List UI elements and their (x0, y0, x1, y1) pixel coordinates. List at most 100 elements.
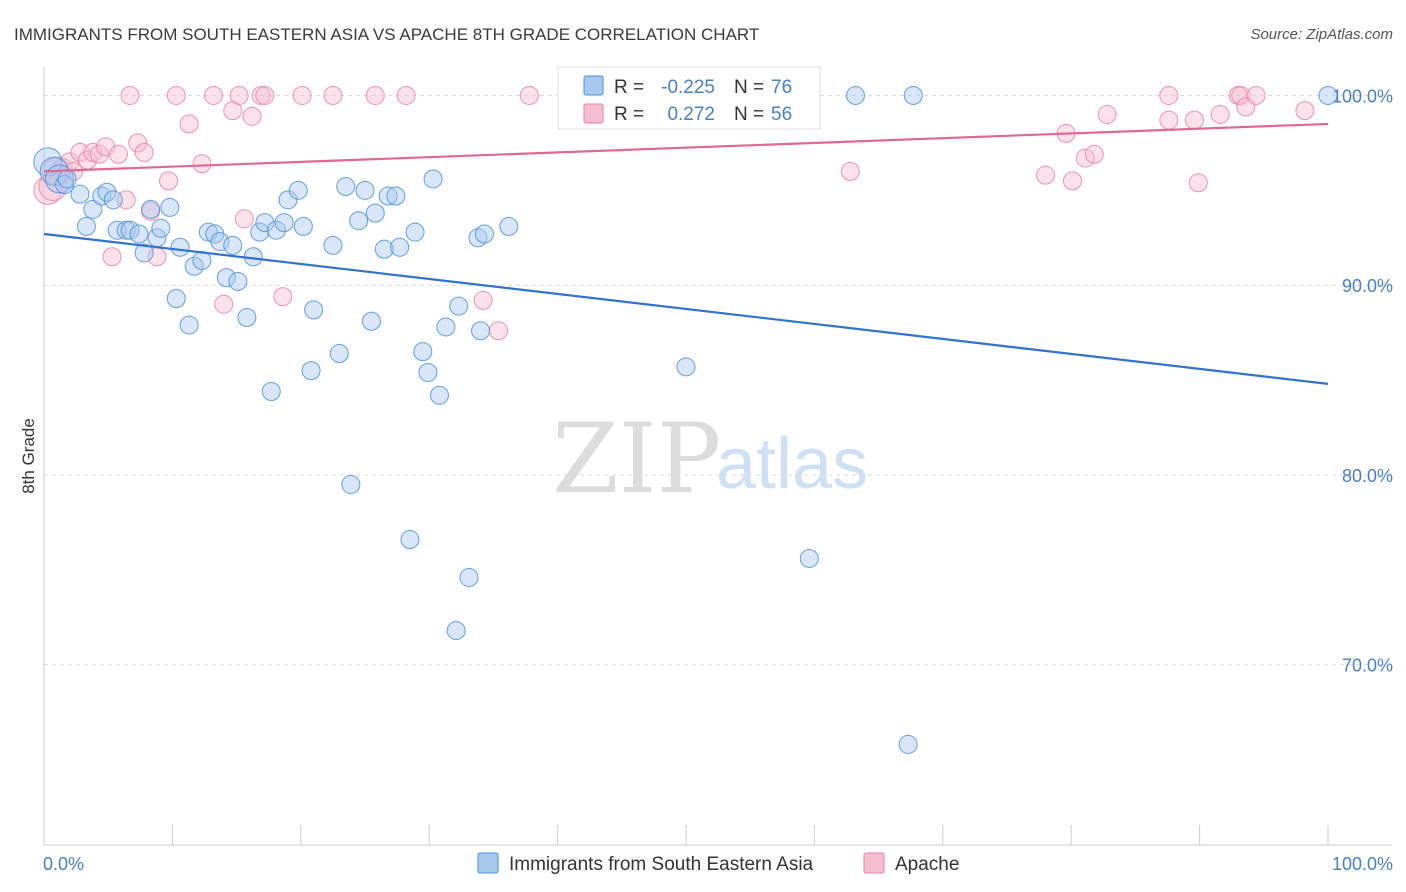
immigrants-point (349, 211, 369, 231)
immigrants-point (361, 311, 381, 331)
immigrants-point (341, 474, 361, 494)
immigrants-point (336, 177, 356, 197)
immigrants-point (83, 199, 103, 219)
stats-r-value-immigrants: -0.225 (661, 77, 715, 98)
watermark-atlas: atlas (716, 424, 868, 504)
apache-point (1084, 144, 1104, 164)
immigrants-point (323, 235, 343, 255)
immigrants-point (423, 169, 443, 189)
apache-point (519, 85, 539, 105)
apache-point (473, 290, 493, 310)
immigrants-point (216, 268, 236, 288)
immigrants-point (160, 197, 180, 217)
immigrants-point (301, 361, 321, 381)
stats-n-value-apache: 56 (771, 104, 792, 125)
y-axis-title: 8th Grade (19, 418, 38, 494)
immigrants-point (274, 213, 294, 233)
stats-r-label-2: R = (614, 104, 644, 125)
immigrants-point (228, 271, 248, 291)
immigrants-point (70, 184, 90, 204)
apache-point (255, 85, 275, 105)
apache-point (192, 154, 212, 174)
apache-point (292, 85, 312, 105)
y-axis-tick-labels: 100.0% 90.0% 80.0% 70.0% (1332, 86, 1393, 675)
apache-point (83, 142, 103, 162)
immigrants-point (97, 182, 117, 202)
apache-point (229, 85, 249, 105)
legend-swatch-immigrants (477, 852, 499, 874)
immigrants-point (471, 321, 491, 341)
apache-point (179, 114, 199, 134)
immigrants-point (266, 220, 286, 240)
apache-point (840, 161, 860, 181)
immigrants-point (261, 381, 281, 401)
apache-point (203, 85, 223, 105)
immigrants-point (898, 734, 918, 754)
apache-point (134, 142, 154, 162)
immigrants-point (499, 216, 519, 236)
immigrants-point (179, 315, 199, 335)
watermark: ZIP atlas (552, 403, 868, 515)
apache-point (1231, 85, 1251, 105)
y-tick-label: 90.0% (1342, 276, 1393, 296)
immigrants-point (92, 186, 112, 206)
stats-box: R = -0.225 N = 76 R = 0.272 N = 56 (557, 66, 821, 130)
apache-point (1062, 171, 1082, 191)
immigrants-point (184, 256, 204, 276)
immigrants-point (170, 237, 190, 257)
stats-n-value-immigrants: 76 (771, 77, 792, 98)
trend-lines (43, 122, 1329, 385)
apache-point (234, 209, 254, 229)
x-tick-label: 0.0% (43, 854, 84, 874)
immigrants-point (288, 180, 308, 200)
apache-point (108, 144, 128, 164)
immigrants-point (468, 228, 488, 248)
immigrants-point (676, 357, 696, 377)
watermark-zip: ZIP (552, 403, 721, 515)
apache-point (159, 171, 179, 191)
immigrants-point (76, 216, 96, 236)
immigrants-point (223, 235, 243, 255)
apache-point (1210, 104, 1230, 124)
immigrants-point (400, 529, 420, 549)
apache-point (1097, 104, 1117, 124)
apache-point (1159, 110, 1179, 130)
apache-point (489, 321, 509, 341)
immigrants-point (134, 243, 154, 263)
immigrants-point (129, 224, 149, 244)
apache-point (1159, 85, 1179, 105)
immigrants-point (405, 222, 425, 242)
legend-swatch-apache (863, 852, 885, 874)
immigrants-point (1318, 85, 1338, 105)
stats-swatch-immigrants (583, 75, 604, 96)
apache-point (365, 85, 385, 105)
immigrants-point (418, 363, 438, 383)
immigrants-point (413, 342, 433, 362)
immigrants-point (799, 548, 819, 568)
x-tick-label: 100.0% (1332, 854, 1393, 874)
immigrants-point (365, 203, 385, 223)
immigrants-point (474, 224, 494, 244)
apache-point (166, 85, 186, 105)
immigrants-point (304, 300, 324, 320)
immigrants-point (57, 169, 77, 189)
legend: Immigrants from South Eastern Asia Apach… (477, 852, 959, 875)
apache-trend-line (43, 122, 1329, 173)
stats-n-label-2: N = (734, 104, 764, 125)
immigrants-point (449, 296, 469, 316)
legend-label-apache: Apache (895, 854, 959, 875)
apache-point (1246, 85, 1266, 105)
immigrants-point (386, 186, 406, 206)
legend-label-immigrants: Immigrants from South Eastern Asia (509, 854, 814, 875)
apache-point (128, 133, 148, 153)
stats-swatch-apache (583, 103, 604, 124)
immigrants-point (390, 237, 410, 257)
immigrants-point (845, 85, 865, 105)
immigrants-point (355, 180, 375, 200)
immigrants-point (250, 222, 270, 242)
x-axis-tick-labels: 0.0% 100.0% (43, 854, 1393, 874)
immigrants-point (255, 213, 275, 233)
apache-point (273, 287, 293, 307)
apache-point (242, 106, 262, 126)
